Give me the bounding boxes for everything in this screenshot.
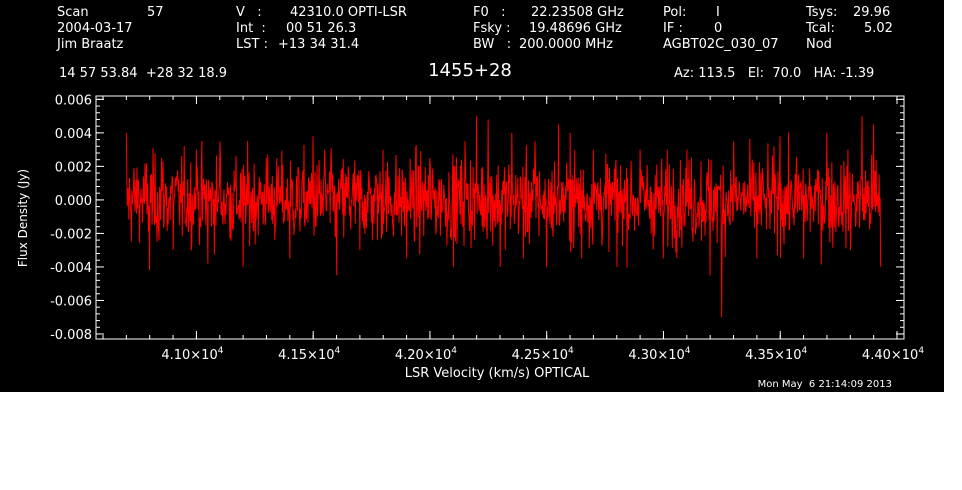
plot-timestamp: Mon May 6 21:14:09 2013 <box>757 379 892 390</box>
scan-number: 57 <box>147 5 164 20</box>
f0-label: F0 : <box>473 5 506 20</box>
axes-group: -0.008 -0.006 -0.004 -0.002 0.000 0.002 0.004 0… <box>50 93 924 363</box>
spectrum-chart: -0.008 -0.006 -0.004 -0.002 0.000 0.002 0.004 0… <box>16 93 924 381</box>
scan-label: Scan <box>57 5 89 20</box>
integration-value: 00 51 26.3 <box>286 21 357 36</box>
x-tick-label: 4.25×104 <box>512 346 574 363</box>
y-tick-label: -0.006 <box>50 294 92 309</box>
y-axis-label: Flux Density (Jy) <box>16 169 30 267</box>
tcal-label: Tcal: <box>806 21 835 36</box>
y-tick-label: 0.006 <box>55 93 92 108</box>
velocity-label: V : <box>236 5 262 20</box>
bandwidth-label: BW : <box>473 37 512 52</box>
y-tick-label: 0.000 <box>55 194 92 209</box>
gbtidl-plot-window: Scan 57 2004-03-17 Jim Braatz V : 42310.… <box>0 0 944 392</box>
switching-mode: Nod <box>806 37 832 52</box>
tsys-value: 29.96 <box>853 5 891 20</box>
integration-label: Int : <box>236 21 266 36</box>
y-tick-label: -0.008 <box>50 328 92 343</box>
observation-date: 2004-03-17 <box>57 21 133 36</box>
polarization-label: Pol: <box>663 5 687 20</box>
x-axis-label: LSR Velocity (km/s) OPTICAL <box>405 366 590 381</box>
source-name-title: 1455+28 <box>428 60 512 81</box>
lst-label: LST : <box>236 37 268 52</box>
y-tick-label: -0.002 <box>50 227 92 242</box>
x-tick-label: 4.35×104 <box>745 346 807 363</box>
velocity-value: 42310.0 OPTI-LSR <box>290 5 407 20</box>
polarization-value: I <box>716 5 720 20</box>
observer-name: Jim Braatz <box>57 37 124 52</box>
f0-value: 22.23508 GHz <box>531 5 624 20</box>
if-value: 0 <box>714 21 723 36</box>
fsky-label: Fsky : <box>473 21 511 36</box>
bandwidth-value: 200.0000 MHz <box>519 37 613 52</box>
y-tick-label: 0.004 <box>55 127 92 142</box>
project-id: AGBT02C_030_07 <box>663 37 779 52</box>
source-coordinates: 14 57 53.84 +28 32 18.9 <box>59 66 228 81</box>
spectrum-trace-line <box>125 116 882 318</box>
fsky-value: 19.48696 GHz <box>529 21 622 36</box>
y-tick-label: -0.004 <box>50 261 92 276</box>
if-label: IF : <box>663 21 683 36</box>
x-tick-label: 4.30×104 <box>628 346 690 363</box>
az-el-ha-readout: Az: 113.5 El: 70.0 HA: -1.39 <box>674 66 875 81</box>
x-tick-label: 4.10×104 <box>161 346 223 363</box>
x-tick-label: 4.40×104 <box>862 346 924 363</box>
y-tick-label: 0.002 <box>55 160 92 175</box>
spectrum-trace-group <box>125 116 882 318</box>
x-tick-label: 4.20×104 <box>395 346 457 363</box>
tsys-label: Tsys: <box>806 5 838 20</box>
lst-value: +13 34 31.4 <box>278 37 360 52</box>
tcal-value: 5.02 <box>864 21 893 36</box>
x-tick-label: 4.15×104 <box>278 346 340 363</box>
